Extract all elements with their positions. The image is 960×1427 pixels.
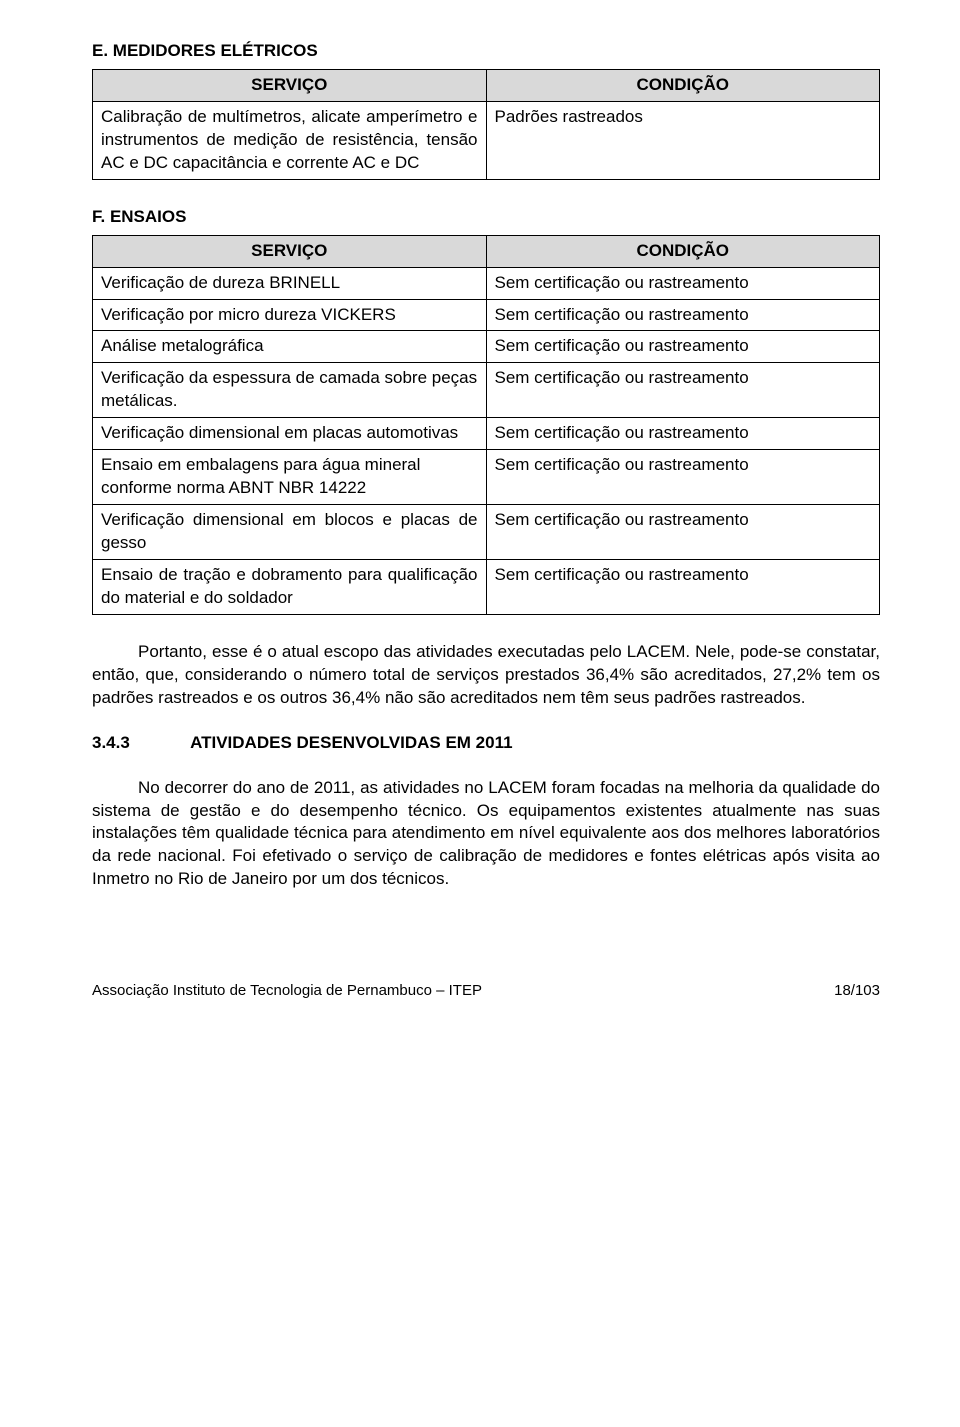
table-cell-service: Verificação dimensional em placas automo… xyxy=(93,418,487,450)
table-cell-service: Ensaio em embalagens para água mineral c… xyxy=(93,450,487,505)
table-cell-condition: Padrões rastreados xyxy=(486,101,880,179)
paragraph-scope: Portanto, esse é o atual escopo das ativ… xyxy=(92,641,880,710)
table-f: SERVIÇO CONDIÇÃO Verificação de dureza B… xyxy=(92,235,880,615)
table-row: Ensaio de tração e dobramento para quali… xyxy=(93,559,880,614)
table-cell-condition: Sem certificação ou rastreamento xyxy=(486,331,880,363)
table-cell-service: Verificação por micro dureza VICKERS xyxy=(93,299,487,331)
table-cell-service: Análise metalográfica xyxy=(93,331,487,363)
table-row: Verificação dimensional em blocos e plac… xyxy=(93,505,880,560)
table-row: Verificação dimensional em placas automo… xyxy=(93,418,880,450)
table-cell-condition: Sem certificação ou rastreamento xyxy=(486,559,880,614)
table-cell-service: Verificação dimensional em blocos e plac… xyxy=(93,505,487,560)
subheading-number: 3.4.3 xyxy=(92,732,186,755)
table-cell-service: Verificação de dureza BRINELL xyxy=(93,267,487,299)
table-f-col2: CONDIÇÃO xyxy=(486,235,880,267)
table-cell-condition: Sem certificação ou rastreamento xyxy=(486,267,880,299)
paragraph-activities: No decorrer do ano de 2011, as atividade… xyxy=(92,777,880,892)
table-row: Verificação da espessura de camada sobre… xyxy=(93,363,880,418)
table-row: Ensaio em embalagens para água mineral c… xyxy=(93,450,880,505)
section-f-title: F. ENSAIOS xyxy=(92,206,880,229)
page-footer: Associação Instituto de Tecnologia de Pe… xyxy=(92,981,880,1001)
table-cell-condition: Sem certificação ou rastreamento xyxy=(486,363,880,418)
table-cell-condition: Sem certificação ou rastreamento xyxy=(486,418,880,450)
section-e-title: E. MEDIDORES ELÉTRICOS xyxy=(92,40,880,63)
table-row: Verificação de dureza BRINELL Sem certif… xyxy=(93,267,880,299)
table-cell-service: Ensaio de tração e dobramento para quali… xyxy=(93,559,487,614)
table-cell-condition: Sem certificação ou rastreamento xyxy=(486,505,880,560)
table-cell-service: Calibração de multímetros, alicate amper… xyxy=(93,101,487,179)
subheading-343: 3.4.3 ATIVIDADES DESENVOLVIDAS EM 2011 xyxy=(92,732,880,755)
table-e-col2: CONDIÇÃO xyxy=(486,69,880,101)
table-cell-service: Verificação da espessura de camada sobre… xyxy=(93,363,487,418)
footer-left: Associação Instituto de Tecnologia de Pe… xyxy=(92,981,482,1001)
table-f-col1: SERVIÇO xyxy=(93,235,487,267)
table-row: Verificação por micro dureza VICKERS Sem… xyxy=(93,299,880,331)
footer-right: 18/103 xyxy=(834,981,880,1001)
subheading-text: ATIVIDADES DESENVOLVIDAS EM 2011 xyxy=(190,733,512,752)
table-e-col1: SERVIÇO xyxy=(93,69,487,101)
table-row: Análise metalográfica Sem certificação o… xyxy=(93,331,880,363)
table-e: SERVIÇO CONDIÇÃO Calibração de multímetr… xyxy=(92,69,880,180)
table-row: Calibração de multímetros, alicate amper… xyxy=(93,101,880,179)
table-cell-condition: Sem certificação ou rastreamento xyxy=(486,299,880,331)
table-cell-condition: Sem certificação ou rastreamento xyxy=(486,450,880,505)
